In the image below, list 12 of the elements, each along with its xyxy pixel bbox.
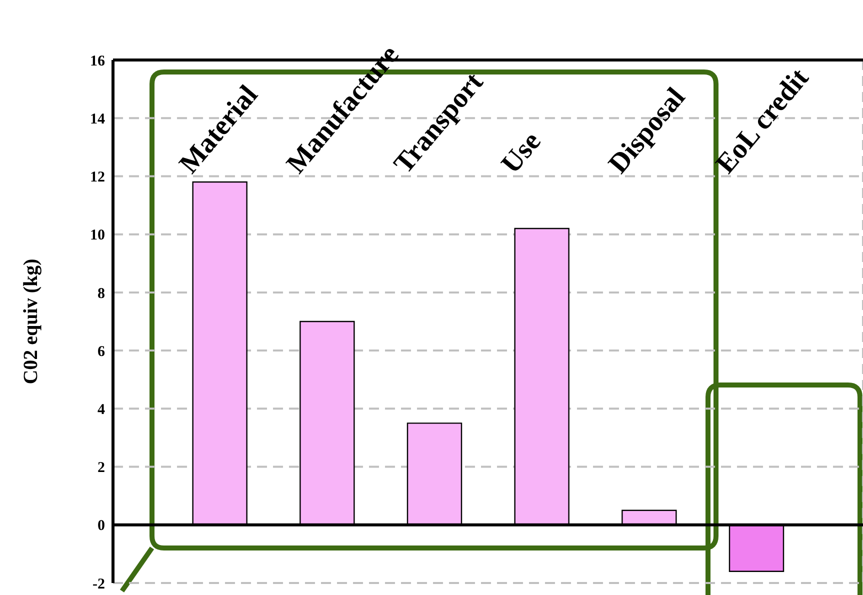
y-tick-label: 2 <box>98 460 105 476</box>
y-tick-label: 12 <box>90 170 105 186</box>
y-tick-label: 14 <box>90 111 106 128</box>
y-tick-label: 0 <box>98 518 105 534</box>
y-tick-label: 4 <box>98 402 106 418</box>
x-tick-label: Use <box>495 126 548 180</box>
y-axis-title: C02 equiv (kg) <box>20 258 42 384</box>
y-tick-label: 16 <box>90 53 106 70</box>
y-tick-label: 8 <box>98 286 105 302</box>
y-tick-label: 6 <box>98 344 106 360</box>
y-tick-label: -2 <box>92 576 105 592</box>
y-tick-label: 10 <box>90 228 105 244</box>
